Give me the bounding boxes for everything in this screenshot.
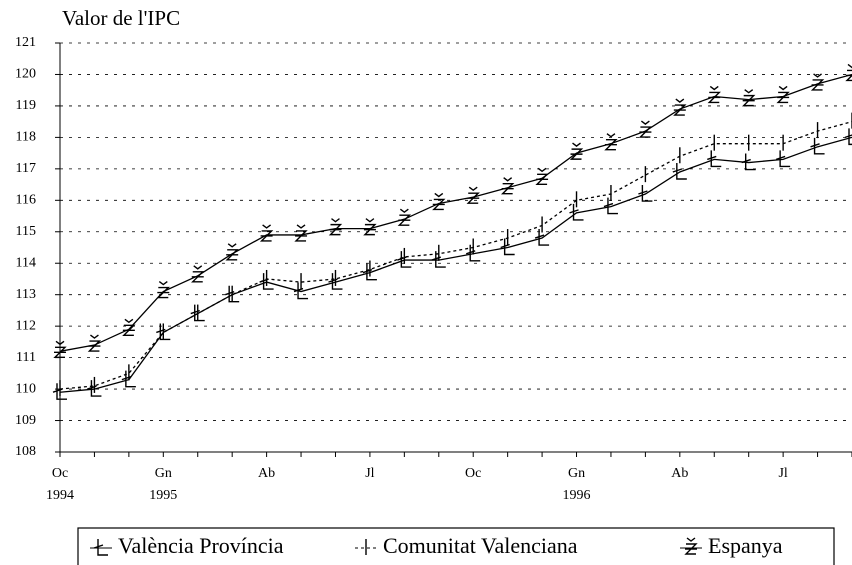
marker [225, 243, 239, 261]
marker [53, 340, 67, 359]
legend-label: Comunitat Valenciana [383, 533, 578, 558]
y-tick-label: 111 [16, 350, 36, 365]
marker [363, 218, 377, 236]
y-tick-label: 112 [16, 318, 36, 333]
y-tick-label: 110 [16, 381, 36, 396]
x-tick-label: Oc [465, 466, 481, 481]
marker [810, 137, 825, 155]
marker [156, 280, 170, 299]
marker [466, 186, 480, 204]
y-tick-label: 116 [16, 193, 36, 208]
marker [535, 167, 549, 185]
marker [328, 218, 343, 236]
y-tick-label: 113 [16, 287, 36, 302]
x-tick-label: Ab [258, 466, 275, 481]
series-line [59, 136, 852, 393]
x-tick-label: Gn [155, 466, 172, 481]
chart-title: Valor de l'IPC [62, 6, 180, 30]
marker [191, 265, 205, 283]
x-tick-label: Jl [365, 466, 374, 481]
series-line [59, 121, 852, 390]
marker [122, 318, 136, 336]
marker [500, 177, 515, 195]
marker [259, 224, 274, 242]
y-tick-label: 121 [15, 35, 36, 50]
marker [775, 150, 791, 168]
marker [776, 85, 790, 104]
marker [603, 197, 618, 215]
x-tick-sublabel: 1994 [46, 488, 74, 503]
marker [742, 89, 756, 107]
x-tick-label: Ab [671, 466, 688, 481]
marker [672, 162, 687, 180]
y-tick-label: 118 [16, 130, 36, 145]
marker [810, 73, 825, 91]
marker [432, 192, 446, 211]
marker [638, 120, 653, 138]
x-tick-label: Jl [778, 466, 787, 481]
x-tick-label: Oc [52, 466, 68, 481]
marker [741, 153, 756, 171]
marker [604, 133, 618, 151]
y-tick-label: 120 [15, 67, 36, 82]
marker [569, 203, 584, 221]
marker [844, 128, 852, 146]
marker [707, 85, 721, 104]
x-tick-sublabel: 1995 [149, 488, 177, 503]
marker [707, 150, 722, 168]
marker [397, 208, 412, 226]
y-tick-label: 115 [16, 224, 36, 239]
legend-label: Espanya [708, 533, 783, 558]
marker [638, 185, 653, 202]
y-tick-label: 108 [15, 444, 36, 459]
marker [294, 224, 308, 242]
marker [673, 98, 687, 116]
y-tick-label: 114 [16, 255, 36, 270]
y-tick-label: 119 [16, 98, 36, 113]
x-tick-sublabel: 1996 [563, 488, 591, 503]
marker [845, 63, 852, 82]
legend-box [77, 527, 835, 565]
legend-label: València Província [118, 533, 284, 558]
legend-marker [684, 537, 698, 555]
marker [569, 142, 584, 160]
y-tick-label: 117 [16, 161, 36, 176]
series-line [59, 73, 852, 352]
y-tick-label: 109 [15, 413, 36, 428]
x-tick-label: Gn [568, 466, 585, 481]
legend-marker [93, 539, 108, 556]
marker [534, 229, 550, 246]
marker [87, 334, 102, 352]
